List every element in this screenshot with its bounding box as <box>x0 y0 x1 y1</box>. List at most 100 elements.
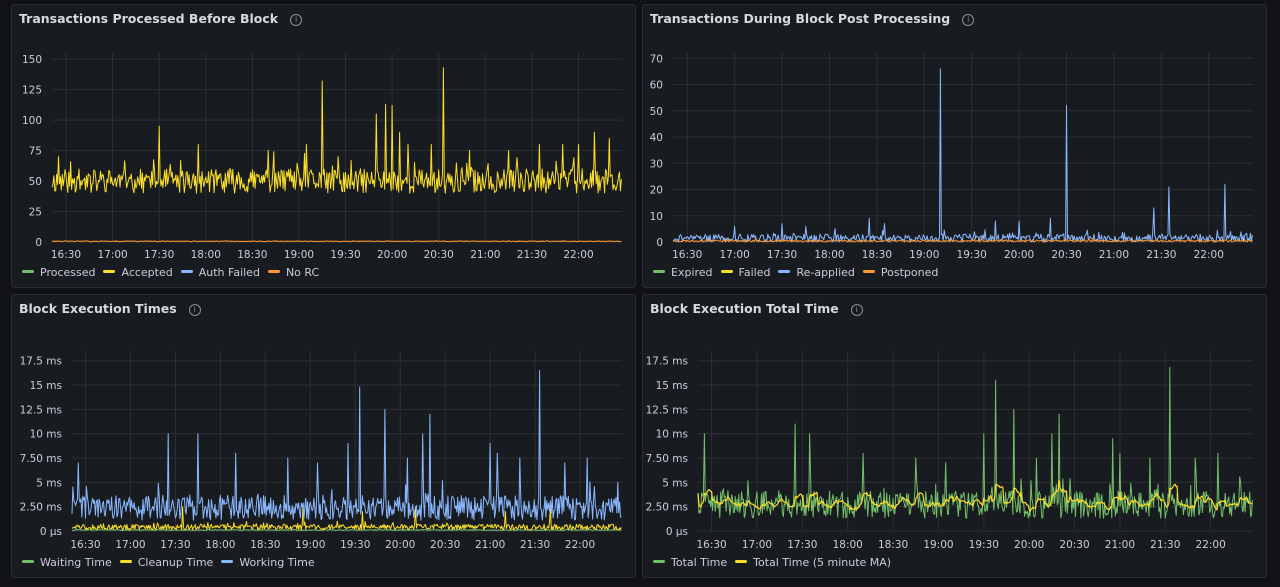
legend-item[interactable]: Auth Failed <box>180 266 260 279</box>
legend-swatch <box>778 270 791 273</box>
panel-transactions-processed[interactable]: Transactions Processed Before Block i 0 25… <box>11 4 636 288</box>
panel-block-execution-times[interactable]: Block Execution Times i 0 µs 2.50 ms 5 ms 7.… <box>11 294 636 578</box>
x-tick-label: 20:30 <box>424 249 454 261</box>
info-icon[interactable]: i <box>188 304 201 316</box>
x-tick-label: 17:30 <box>787 539 817 551</box>
x-tick-label: 21:00 <box>475 539 505 551</box>
x-tick-label: 19:00 <box>923 539 953 551</box>
y-tick-label: 25 <box>29 207 42 219</box>
legend-label: Working Time <box>239 556 315 569</box>
legend-swatch <box>22 560 34 563</box>
x-tick-label: 20:00 <box>1004 249 1034 261</box>
x-tick-label: 16:30 <box>70 539 100 551</box>
chart-block-execution-times[interactable]: 0 µs 2.50 ms 5 ms 7.50 ms 10 ms 12.5 ms 15 ms 1… <box>12 295 636 578</box>
x-tick-label: 17:00 <box>742 539 772 551</box>
x-tick-label: 18:00 <box>814 249 844 261</box>
chart-transactions-processed[interactable]: 0 25 50 75 100 125 150 16:30 17:00 17:30 18:00 18:3… <box>12 5 636 288</box>
panel-title[interactable]: Transactions Processed Before Block i <box>19 11 303 26</box>
legend-item[interactable]: Total Time <box>653 556 727 569</box>
y-tick-label: 12.5 ms <box>646 404 688 416</box>
panel-title[interactable]: Transactions During Block Post Processin… <box>650 11 975 26</box>
legend-item[interactable]: Re-applied <box>778 266 855 279</box>
y-tick-label: 15 ms <box>656 380 688 392</box>
y-tick-label: 0 <box>35 237 42 249</box>
y-tick-label: 10 ms <box>30 429 62 441</box>
x-tick-label: 19:00 <box>295 539 325 551</box>
legend-label: Cleanup Time <box>137 556 214 569</box>
panel-title[interactable]: Block Execution Times i <box>19 301 201 316</box>
y-tick-label: 7.50 ms <box>20 453 62 465</box>
x-tick-label: 21:00 <box>1105 539 1135 551</box>
series-line-total-time-5-minute-ma-[interactable] <box>697 480 1253 513</box>
legend-swatch <box>862 270 875 273</box>
legend-label: Waiting Time <box>40 556 112 569</box>
y-tick-label: 125 <box>22 85 42 97</box>
legend-swatch <box>735 560 748 563</box>
chart-transactions-post-processing[interactable]: 0 10 20 30 40 50 60 70 16:30 17:00 17:30 18:00 18:30… <box>643 5 1267 288</box>
y-tick-label: 100 <box>22 115 42 127</box>
x-tick-label: 19:00 <box>284 249 314 261</box>
x-tick-label: 19:00 <box>909 249 939 261</box>
legend-item[interactable]: Failed <box>720 266 771 279</box>
y-tick-label: 5 ms <box>36 477 62 489</box>
x-tick-label: 21:00 <box>470 249 500 261</box>
series-line-no-rc[interactable] <box>51 240 622 243</box>
legend-swatch <box>180 270 193 273</box>
x-tick-label: 18:30 <box>878 539 908 551</box>
y-tick-label: 17.5 ms <box>20 356 62 368</box>
series-line-postponed[interactable] <box>672 238 1253 243</box>
x-tick-label: 17:00 <box>720 249 750 261</box>
x-tick-label: 16:30 <box>51 249 81 261</box>
legend-item[interactable]: Total Time (5 minute MA) <box>735 556 891 569</box>
x-tick-label: 22:00 <box>563 249 593 261</box>
legend-swatch <box>653 270 665 273</box>
legend-swatch <box>653 560 665 563</box>
x-tick-label: 18:30 <box>237 249 267 261</box>
y-tick-label: 7.50 ms <box>646 453 688 465</box>
y-tick-label: 70 <box>650 53 663 65</box>
legend: Total Time Total Time (5 minute MA) <box>653 556 899 569</box>
legend-item[interactable]: Working Time <box>221 556 315 569</box>
legend-label: Total Time (5 minute MA) <box>753 556 892 569</box>
series-line-working-time[interactable] <box>71 370 622 521</box>
panel-title[interactable]: Block Execution Total Time i <box>650 301 863 316</box>
legend-swatch <box>720 270 733 273</box>
legend-item[interactable]: Expired <box>653 266 713 279</box>
legend-item[interactable]: Accepted <box>103 266 173 279</box>
series-line-waiting-time[interactable] <box>71 528 622 531</box>
series-line-re-applied[interactable] <box>672 68 1253 243</box>
legend-label: Failed <box>738 266 771 279</box>
legend-label: Auth Failed <box>198 266 260 279</box>
legend-swatch <box>103 270 116 273</box>
series-line-cleanup-time[interactable] <box>71 503 622 531</box>
panel-block-execution-total-time[interactable]: Block Execution Total Time i 0 µs 2.50 ms 5… <box>642 294 1267 578</box>
info-icon[interactable]: i <box>962 14 975 26</box>
info-icon[interactable]: i <box>290 14 303 26</box>
legend-label: Accepted <box>121 266 173 279</box>
x-tick-label: 19:30 <box>969 539 999 551</box>
info-icon[interactable]: i <box>850 304 863 316</box>
legend-item[interactable]: Waiting Time <box>22 556 112 569</box>
series-line-accepted[interactable] <box>51 67 622 194</box>
series-line-total-time[interactable] <box>697 367 1253 519</box>
x-tick-label: 18:00 <box>205 539 235 551</box>
x-tick-label: 22:00 <box>565 539 595 551</box>
x-tick-label: 20:00 <box>377 249 407 261</box>
x-tick-label: 22:00 <box>1194 249 1224 261</box>
y-tick-label: 10 <box>650 211 663 223</box>
legend-item[interactable]: Cleanup Time <box>119 556 214 569</box>
x-tick-label: 18:30 <box>250 539 280 551</box>
x-tick-label: 19:30 <box>330 249 360 261</box>
y-tick-label: 40 <box>650 132 663 144</box>
x-tick-label: 21:30 <box>517 249 547 261</box>
y-tick-label: 50 <box>29 176 42 188</box>
panel-title-text: Transactions Processed Before Block <box>19 11 279 26</box>
legend-item[interactable]: Postponed <box>862 266 938 279</box>
chart-block-execution-total-time[interactable]: 0 µs 2.50 ms 5 ms 7.50 ms 10 ms 12.5 ms 15 ms 1… <box>643 295 1267 578</box>
legend: Waiting Time Cleanup Time Working Time <box>22 556 323 569</box>
y-tick-label: 5 ms <box>662 477 688 489</box>
legend-item[interactable]: Processed <box>22 266 95 279</box>
x-tick-label: 17:30 <box>144 249 174 261</box>
legend-item[interactable]: No RC <box>267 266 319 279</box>
panel-transactions-post-processing[interactable]: Transactions During Block Post Processin… <box>642 4 1267 288</box>
